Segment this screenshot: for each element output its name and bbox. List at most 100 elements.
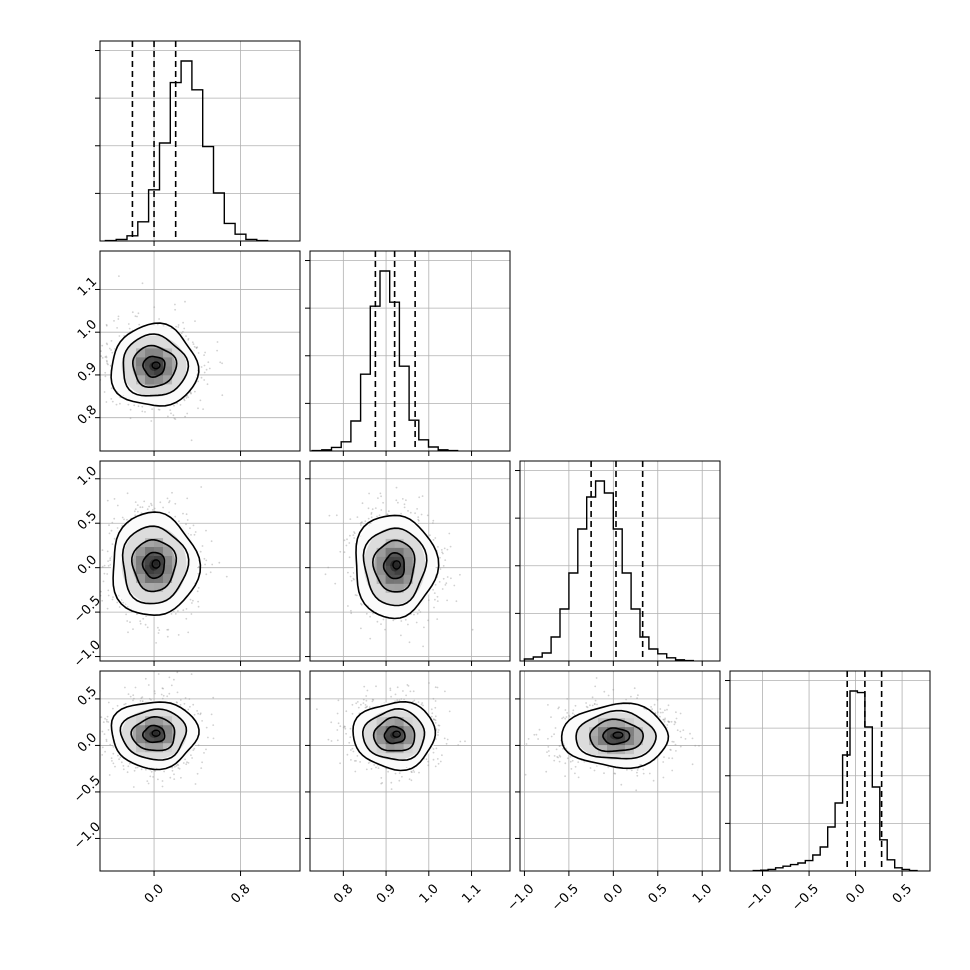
scatter-point (348, 741, 351, 744)
scatter-point (553, 733, 555, 736)
scatter-point (348, 556, 351, 559)
density-cell (403, 547, 413, 557)
scatter-point (116, 327, 118, 329)
scatter-point (376, 515, 378, 518)
scatter-point (367, 762, 370, 764)
scatter-point (403, 698, 405, 701)
scatter-point (129, 695, 132, 698)
density-cell (154, 565, 164, 574)
scatter-point (154, 770, 157, 772)
scatter-point (596, 703, 598, 706)
scatter-point (434, 765, 437, 768)
scatter-point (387, 510, 390, 513)
scatter-point (545, 770, 548, 773)
scatter-point (387, 770, 389, 773)
density-cell (394, 744, 404, 754)
scatter-point (124, 686, 126, 689)
scatter-point (327, 566, 330, 569)
scatter-point (116, 504, 119, 507)
scatter-point (200, 376, 203, 379)
scatter-point (368, 706, 371, 708)
scatter-point (395, 486, 398, 489)
scatter-point (197, 600, 200, 603)
scatter-point (122, 601, 125, 604)
scatter-point (353, 532, 356, 535)
density-cell (145, 357, 155, 367)
scatter-point (106, 550, 109, 553)
scatter-point (547, 750, 550, 752)
scatter-point (180, 776, 182, 779)
scatter-point (197, 587, 200, 589)
scatter-point (168, 501, 170, 504)
scatter-point (436, 686, 439, 689)
scatter-point (691, 763, 694, 766)
scatter-point (535, 733, 538, 736)
scatter-point (109, 557, 112, 560)
scatter-point (175, 325, 178, 328)
scatter-point (210, 713, 213, 716)
scatter-point (153, 507, 156, 510)
scatter-point (138, 323, 141, 326)
scatter-point (527, 738, 530, 740)
scatter-point (196, 590, 199, 593)
scatter-point (156, 323, 159, 326)
scatter-point (380, 623, 382, 625)
scatter-point (405, 499, 407, 502)
scatter-point (350, 612, 353, 615)
scatter-point (356, 594, 358, 597)
scatter-point (102, 721, 105, 723)
density-cell (394, 547, 404, 557)
scatter-point (108, 347, 111, 350)
scatter-point (595, 677, 598, 679)
scatter-point (409, 690, 412, 693)
scatter-point (413, 699, 416, 702)
scatter-point (663, 720, 666, 723)
scatter-point (168, 511, 171, 514)
scatter-point (174, 418, 177, 420)
scatter-point (673, 720, 676, 723)
scatter-point (408, 641, 411, 644)
scatter-point (141, 696, 144, 698)
scatter-point (353, 578, 355, 581)
scatter-point (184, 758, 187, 761)
scatter-point (380, 495, 382, 498)
scatter-point (361, 521, 363, 523)
density-cell (163, 725, 173, 735)
scatter-point (432, 519, 435, 522)
scatter-point (204, 351, 207, 354)
scatter-point (150, 770, 153, 773)
density-cell (616, 745, 625, 755)
scatter-point (146, 626, 149, 629)
scatter-point (132, 694, 135, 697)
scatter-point (113, 498, 116, 500)
scatter-point (682, 729, 685, 731)
scatter-point (110, 757, 113, 760)
density-cell (385, 556, 395, 566)
contour-line (383, 725, 406, 745)
scatter-point (561, 717, 563, 720)
scatter-point (568, 714, 570, 717)
scatter-point (182, 321, 185, 324)
scatter-point (101, 730, 104, 733)
scatter-point (442, 577, 445, 580)
scatter-point (101, 599, 104, 602)
scatter-point (161, 687, 164, 690)
scatter-point (668, 721, 670, 724)
density-cell (634, 736, 643, 746)
scatter-point (330, 721, 333, 724)
scatter-point (162, 506, 165, 509)
contour-peak (392, 560, 402, 570)
scatter-point (118, 758, 120, 761)
scatter-point (134, 315, 137, 318)
scatter-point (441, 551, 443, 554)
scatter-point (396, 699, 399, 702)
scatter-point (144, 623, 147, 626)
scatter-point (410, 770, 413, 773)
scatter-point (352, 750, 355, 753)
scatter-point (186, 412, 189, 415)
scatter-point (105, 359, 108, 362)
scatter-point (107, 594, 110, 597)
scatter-point (184, 697, 187, 699)
scatter-point (656, 699, 659, 701)
scatter-point (364, 520, 367, 523)
